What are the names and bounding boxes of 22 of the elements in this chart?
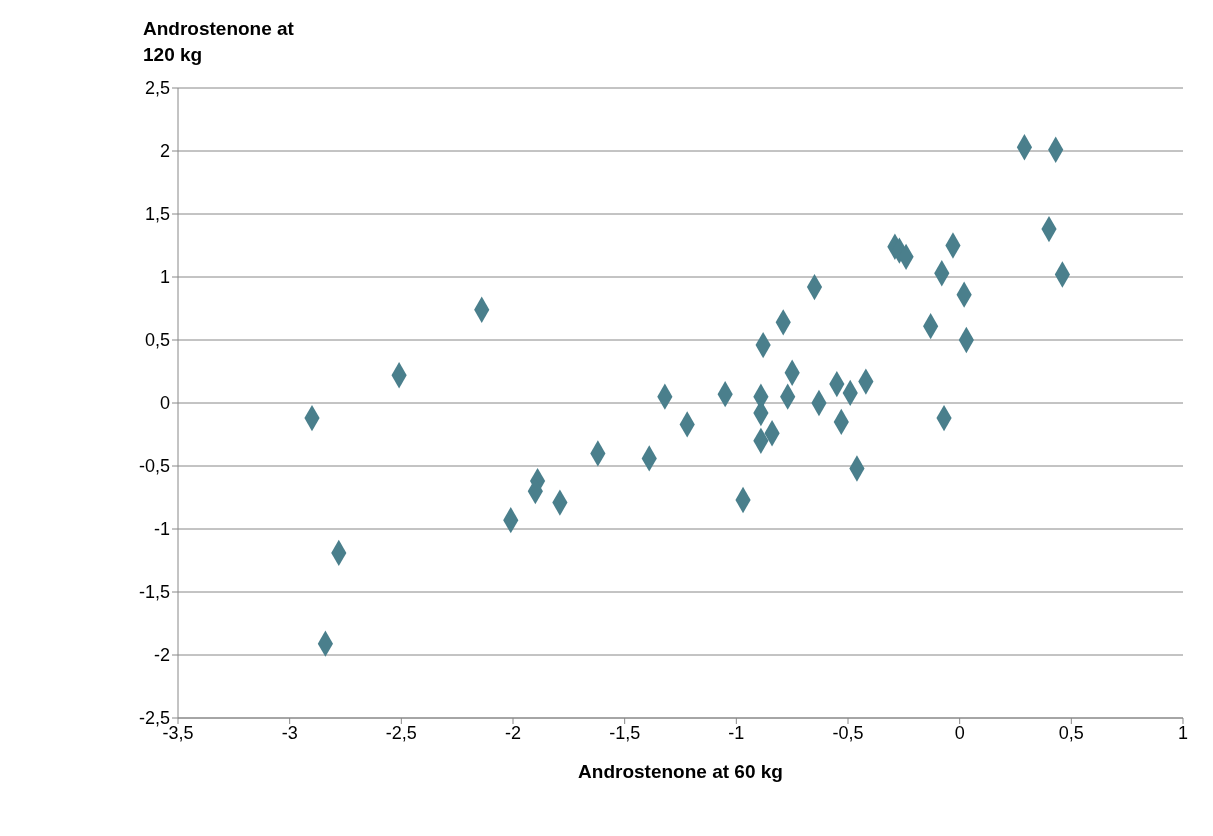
x-tick-label: -2,5 [385,722,417,743]
x-axis-title: Androstenone at 60 kg [578,761,783,782]
y-tick-label: 0 [159,393,170,414]
y-tick-label: -1 [153,519,170,540]
x-tick-label: -0,5 [832,722,864,743]
y-tick-label: 1,5 [144,204,170,225]
y-tick-label: -2,5 [138,708,170,729]
y-tick-label: 2,5 [144,78,170,99]
x-tick-label: 0,5 [1058,722,1084,743]
y-tick-label: -1,5 [138,582,170,603]
y-tick-label: -0,5 [138,456,170,477]
x-tick-label: -3 [281,722,298,743]
x-tick-label: -1,5 [609,722,641,743]
y-tick-label: 2 [159,141,170,162]
x-tick-label: -2 [504,722,522,743]
y-axis-title: Androstenone at 120 kg [143,17,295,67]
x-tick-label: -1 [728,722,745,743]
y-tick-label: -2 [153,645,170,666]
x-tick-label: 0 [954,722,965,743]
y-tick-label: 0,5 [144,330,170,351]
x-tick-label: 1 [1177,722,1189,743]
y-tick-label: 1 [159,267,170,288]
